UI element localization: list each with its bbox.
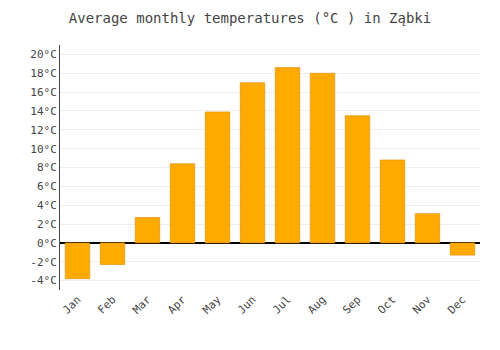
svg-text:Jul: Jul [270, 293, 293, 316]
svg-text:16°C: 16°C [30, 86, 57, 99]
svg-text:Average monthly temperatures (: Average monthly temperatures (°C ) in Zą… [69, 10, 431, 26]
svg-text:2°C: 2°C [37, 218, 57, 231]
svg-text:12°C: 12°C [30, 124, 57, 137]
svg-text:Jan: Jan [60, 293, 83, 316]
svg-text:-4°C: -4°C [30, 274, 57, 287]
svg-text:Apr: Apr [165, 293, 189, 317]
svg-text:May: May [200, 293, 224, 317]
svg-text:Jun: Jun [235, 293, 258, 316]
svg-text:18°C: 18°C [30, 67, 57, 80]
svg-text:Mar: Mar [130, 293, 154, 317]
svg-text:14°C: 14°C [30, 105, 57, 118]
svg-text:Sep: Sep [340, 293, 363, 316]
svg-text:8°C: 8°C [37, 161, 57, 174]
svg-text:4°C: 4°C [37, 199, 57, 212]
svg-text:6°C: 6°C [37, 180, 57, 193]
svg-text:Dec: Dec [445, 293, 468, 316]
svg-text:Nov: Nov [410, 293, 434, 317]
svg-text:Aug: Aug [305, 293, 328, 316]
svg-text:0°C: 0°C [37, 237, 57, 250]
svg-text:10°C: 10°C [30, 143, 57, 156]
svg-text:Feb: Feb [95, 293, 118, 316]
svg-text:20°C: 20°C [30, 48, 57, 61]
svg-text:-2°C: -2°C [30, 256, 57, 269]
svg-text:Oct: Oct [375, 293, 398, 316]
